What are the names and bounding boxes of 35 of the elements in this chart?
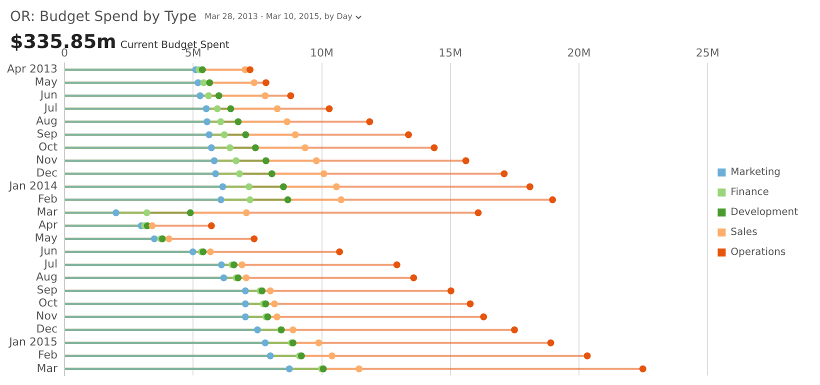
y-tick-label: Aug	[36, 270, 58, 284]
y-tick-label: Oct	[38, 296, 58, 310]
y-tick-label: Oct	[38, 140, 58, 154]
y-tick-label: Jul	[43, 102, 58, 115]
y-tick-label: Jul	[43, 258, 58, 271]
y-tick-label: Dec	[36, 322, 58, 336]
x-tick-label: 15M	[438, 46, 462, 60]
y-tick-label: Dec	[36, 166, 58, 180]
y-tick-label: May	[34, 76, 58, 89]
y-tick-label: May	[34, 232, 58, 245]
y-tick-label: Nov	[36, 310, 58, 323]
y-tick-label: Jan 2014	[8, 180, 58, 193]
y-tick-label: Sep	[36, 128, 58, 141]
x-tick-label: 20M	[567, 46, 591, 60]
y-tick-label: Aug	[36, 114, 58, 128]
chart-title: OR: Budget Spend by Type	[10, 9, 197, 25]
y-tick-label: Jun	[39, 88, 58, 102]
y-tick-label: Feb	[38, 348, 58, 362]
x-tick-label: 25M	[696, 46, 720, 60]
y-tick-label: Apr 2013	[6, 62, 58, 76]
legend-label: Marketing	[730, 167, 781, 178]
legend-label: Development	[730, 207, 798, 218]
y-tick-label: Nov	[36, 154, 58, 167]
y-tick-label: Feb	[38, 192, 58, 206]
y-tick-label: Apr	[38, 218, 58, 232]
x-tick-label: 10M	[310, 46, 334, 60]
y-tick-label: Mar	[36, 362, 58, 375]
y-tick-label: Mar	[36, 206, 58, 219]
legend-label: Finance	[730, 187, 769, 198]
y-tick-label: Jun	[39, 244, 58, 258]
legend-label: Operations	[730, 247, 786, 258]
y-tick-label: Jan 2015	[8, 336, 58, 349]
y-tick-label: Sep	[36, 284, 58, 297]
chart-subtitle: Mar 28, 2013 - Mar 10, 2015, by Day	[204, 12, 352, 21]
legend-label: Sales	[730, 227, 758, 238]
